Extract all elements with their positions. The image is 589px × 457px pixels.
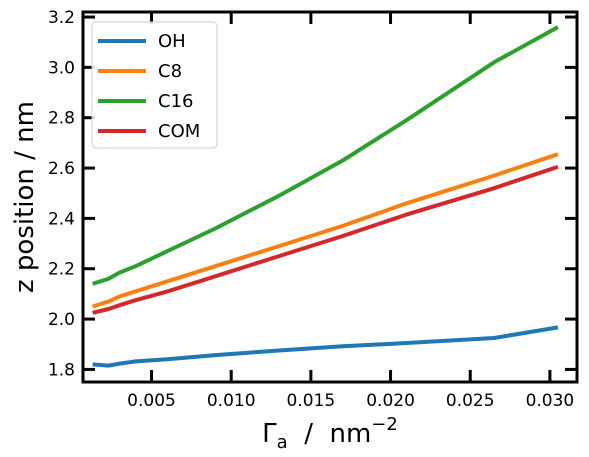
legend-label-com: COM [158, 121, 200, 142]
y-tick-label: 3.0 [48, 58, 75, 78]
x-axis-title-symbol: Γ [262, 419, 277, 449]
y-tick-label: 2.8 [48, 109, 75, 129]
legend-box [91, 21, 218, 149]
y-tick-label: 2.0 [48, 310, 75, 330]
legend: OH C8 C16 COM [91, 21, 218, 149]
legend-label-c16: C16 [158, 91, 193, 112]
y-axis-title: z position / nm [10, 101, 40, 293]
legend-label-oh: OH [158, 31, 186, 52]
series-line-c8 [92, 152, 559, 309]
y-tick-label: 1.8 [48, 360, 75, 380]
x-axis-title-unit: / nm [288, 419, 372, 449]
x-tick-label: 0.025 [446, 391, 495, 411]
x-tick-label: 0.030 [526, 391, 575, 411]
legend-label-c8: C8 [158, 61, 182, 82]
x-axis-title-subscript: a [277, 432, 288, 453]
y-tick-label: 2.2 [48, 260, 75, 280]
x-tick-label: 0.010 [207, 391, 256, 411]
y-tick-label: 2.6 [48, 159, 75, 179]
x-tick-label: 0.005 [127, 391, 176, 411]
series-line-oh [92, 325, 559, 368]
series-layer [92, 25, 559, 368]
plot-frame [81, 10, 579, 384]
y-tick-label: 3.2 [48, 8, 75, 28]
ticks-layer: 0.005 0.010 0.015 0.020 0.025 0.030 1.8 2.0 2.2 2… [48, 8, 577, 411]
y-tick-label: 2.4 [48, 209, 75, 229]
x-axis-title-superscript: −2 [371, 414, 398, 435]
x-tick-label: 0.015 [287, 391, 336, 411]
series-line-c16 [92, 25, 559, 286]
x-axis-title: Γa / nm−2 [262, 414, 398, 453]
x-tick-label: 0.020 [366, 391, 415, 411]
series-line-com [92, 164, 559, 315]
